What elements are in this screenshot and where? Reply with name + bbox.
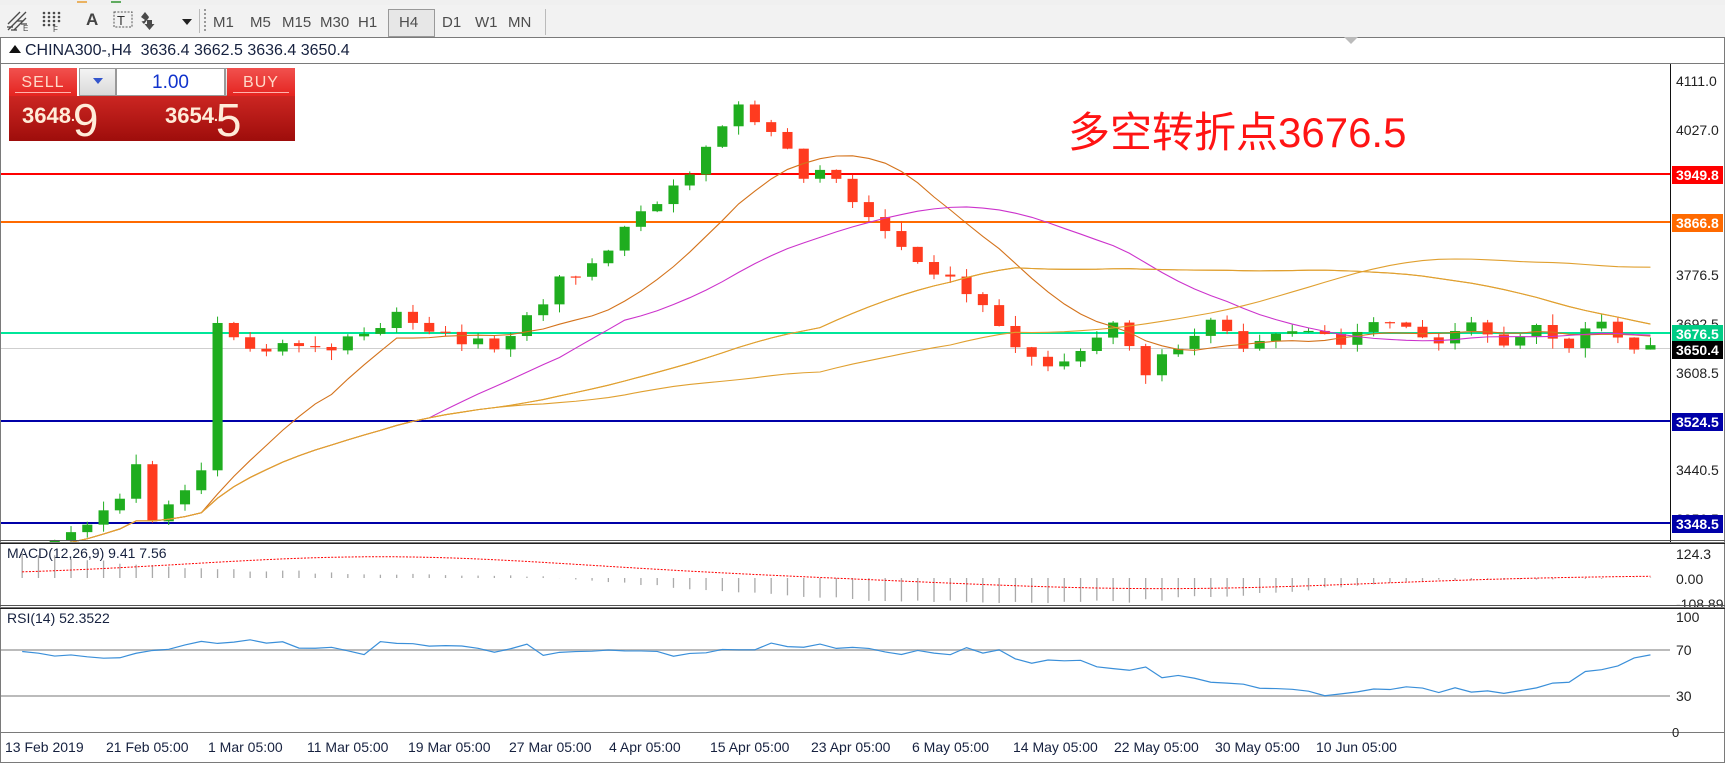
svg-text:F: F xyxy=(53,25,58,33)
svg-text:E: E xyxy=(23,24,28,32)
svg-text:T: T xyxy=(117,13,125,28)
